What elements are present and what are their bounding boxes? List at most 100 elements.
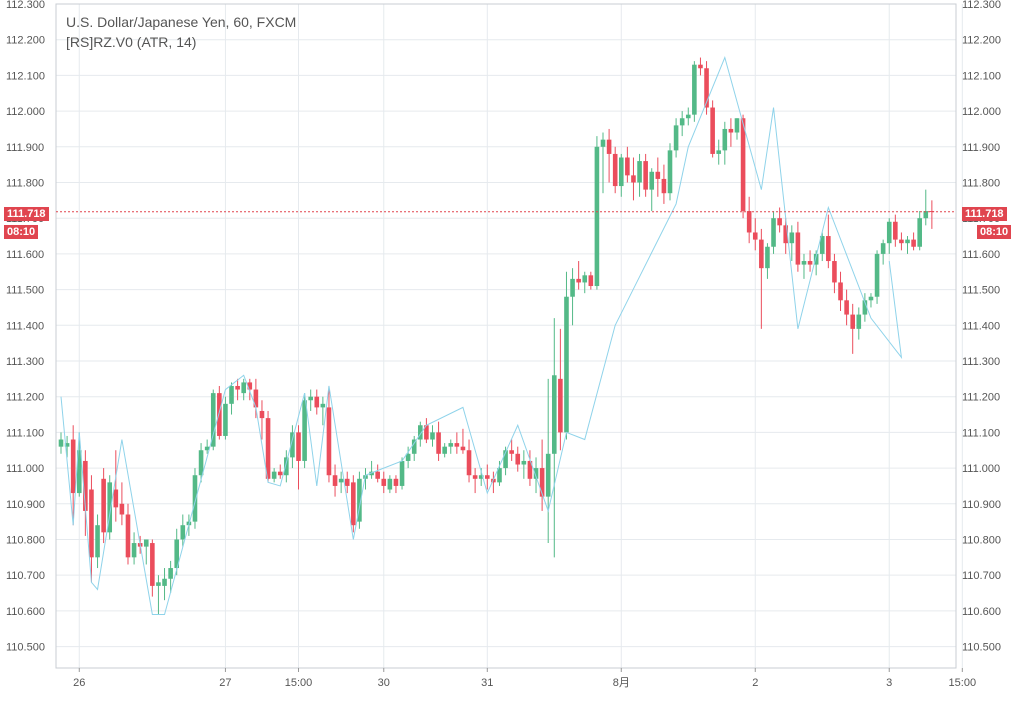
candle-body [929, 211, 935, 213]
candle-body [174, 539, 180, 569]
candle-body [217, 393, 222, 436]
candle [564, 271, 569, 440]
candle [661, 164, 667, 204]
candle-body [101, 478, 106, 533]
candle-body [399, 460, 405, 486]
candle [612, 146, 618, 194]
candle [119, 482, 125, 526]
y-tick-label-left: 110.800 [6, 534, 45, 546]
candle [832, 253, 837, 294]
candle [485, 464, 490, 490]
candle-body [564, 296, 569, 433]
candle-body [874, 253, 880, 297]
candle [284, 450, 289, 483]
candle [314, 389, 320, 415]
candle [89, 475, 94, 583]
candle-body [637, 161, 642, 183]
candle-body [771, 218, 776, 247]
y-tick-label-left: 110.700 [6, 570, 45, 582]
candle-body [752, 232, 758, 240]
candle [594, 136, 600, 290]
candle [125, 503, 131, 565]
x-tick-label: 2 [752, 677, 758, 689]
candle [558, 328, 563, 451]
candle [917, 211, 922, 251]
candle [819, 232, 825, 262]
candle [880, 239, 886, 265]
candle [241, 378, 246, 401]
candle [436, 421, 441, 461]
indicator-label: [RS]RZ.V0 (ATR, 14) [66, 34, 197, 50]
y-tick-label-right: 112.100 [962, 70, 1001, 82]
candle-body [533, 468, 539, 479]
y-tick-label-right: 112.300 [962, 0, 1001, 11]
candle [375, 464, 380, 483]
y-tick-label-right: 110.700 [962, 570, 1001, 582]
candle-body [369, 471, 374, 476]
y-tick-label-right: 111.300 [962, 356, 1000, 368]
x-tick-label: 27 [219, 677, 231, 689]
candle-body [460, 446, 466, 451]
candle [223, 396, 228, 440]
candle [673, 118, 679, 158]
candle [381, 471, 387, 494]
candle [192, 468, 198, 529]
candle-body [302, 400, 307, 461]
candle [430, 425, 435, 447]
candle [771, 211, 776, 254]
candle-body [551, 375, 557, 454]
y-tick-label-right: 110.500 [962, 642, 1001, 654]
candle [582, 271, 588, 294]
candle [174, 528, 180, 576]
candle-body [320, 403, 326, 408]
candle [64, 435, 70, 458]
y-tick-label-right: 112.200 [962, 35, 1001, 47]
candle-body [667, 150, 673, 194]
candle-body [229, 385, 234, 404]
candle [210, 389, 216, 451]
candle-body [661, 178, 667, 194]
candle [387, 475, 393, 494]
candle-body [576, 278, 581, 283]
candle [734, 118, 740, 140]
candle-body [594, 146, 600, 287]
candle-body [259, 410, 265, 419]
candle [156, 575, 161, 615]
candle-body [338, 478, 344, 483]
candle [393, 475, 399, 494]
candle-body [679, 118, 685, 126]
candle-body [710, 107, 715, 154]
candle-body [868, 296, 874, 301]
candle-body [204, 446, 210, 451]
y-tick-label-right: 111.000 [962, 463, 1000, 475]
y-tick-label-left: 112.200 [6, 35, 45, 47]
candle-body [131, 543, 137, 558]
right-price-axis[interactable]: 112.300 112.200 112.100 112.000 111.900 111.8… [962, 0, 1001, 654]
candle-body [545, 453, 551, 497]
y-tick-label-left: 111.800 [6, 177, 44, 189]
candle [752, 218, 758, 251]
candle [76, 432, 82, 497]
candle-body [472, 475, 478, 479]
candle-body [625, 157, 630, 176]
candle [826, 214, 831, 269]
candle [576, 261, 581, 290]
candle-body [253, 389, 259, 408]
candle-body [795, 232, 801, 265]
candle [929, 200, 935, 229]
candle-body [722, 128, 728, 151]
candle [83, 450, 88, 536]
candle [600, 132, 606, 194]
candle [874, 250, 880, 304]
candlestick-series [58, 57, 935, 615]
candle [509, 439, 514, 461]
candle [893, 214, 898, 247]
time-axis[interactable]: 26 27 15:00 30 31 8月 2 3 15:00 [73, 668, 976, 689]
chart-title: U.S. Dollar/Japanese Yen, 60, FXCM [66, 14, 297, 30]
candle-body [777, 218, 782, 226]
candle [277, 464, 283, 479]
candle-body [89, 489, 94, 558]
candle [320, 396, 326, 426]
candle [886, 218, 892, 254]
